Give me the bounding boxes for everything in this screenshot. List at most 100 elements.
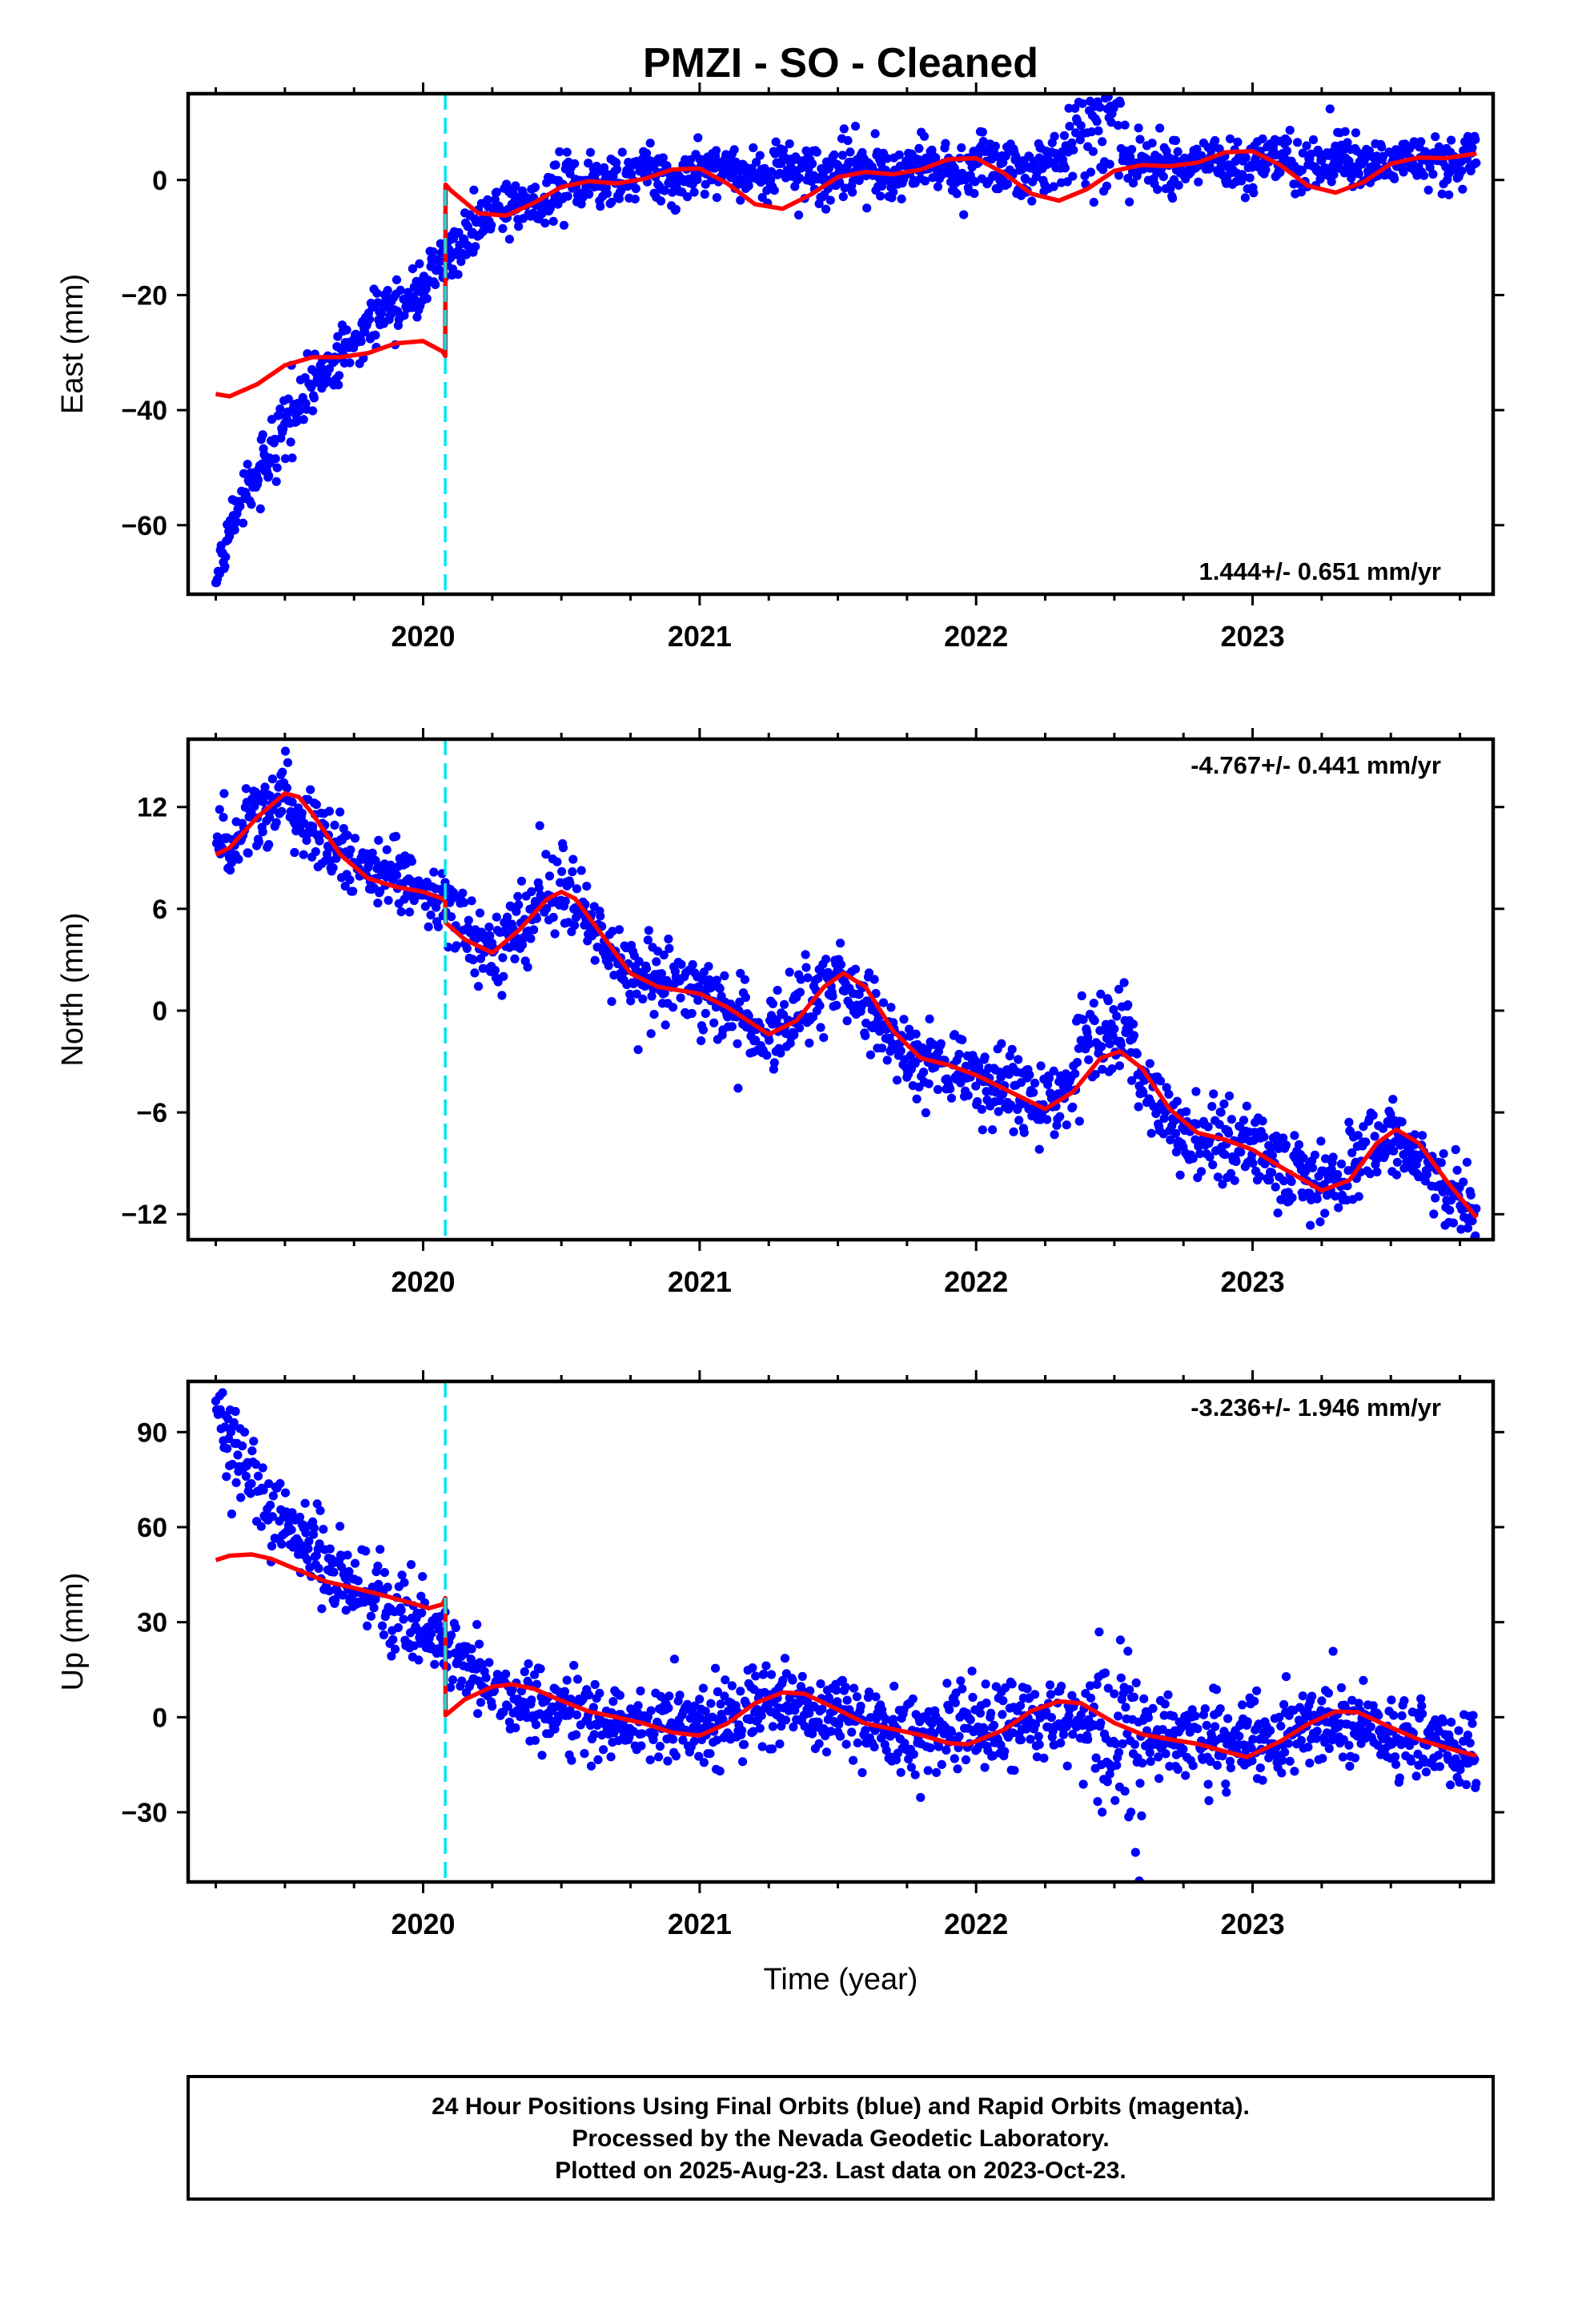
data-point <box>471 242 480 251</box>
data-point <box>223 1444 232 1454</box>
data-point <box>1105 159 1114 169</box>
data-point <box>780 999 789 1009</box>
data-point <box>218 1388 227 1397</box>
data-point <box>1123 1647 1133 1656</box>
data-point <box>1114 1711 1123 1721</box>
data-point <box>1463 1731 1472 1740</box>
data-point <box>704 962 713 971</box>
y-tick-label: 60 <box>137 1513 167 1543</box>
data-point <box>963 1091 973 1100</box>
data-point <box>608 927 617 936</box>
data-point <box>1459 1177 1468 1187</box>
data-point <box>897 194 906 203</box>
data-point <box>1271 1132 1281 1141</box>
data-point <box>1089 999 1098 1008</box>
data-point <box>246 1489 255 1498</box>
data-point <box>970 189 979 199</box>
data-point <box>1171 1147 1181 1157</box>
east-rate-label: 1.444+/- 0.651 mm/yr <box>1199 557 1441 585</box>
data-point <box>878 998 889 1007</box>
data-point <box>447 912 456 922</box>
data-point <box>231 1478 241 1487</box>
data-point <box>678 1735 688 1745</box>
data-point <box>565 879 575 888</box>
data-point <box>1090 1070 1100 1080</box>
data-point <box>1236 1148 1246 1157</box>
data-point <box>1045 1680 1055 1690</box>
data-point <box>472 1664 481 1674</box>
data-point <box>280 746 291 756</box>
data-point <box>485 931 495 941</box>
data-point <box>854 175 864 185</box>
data-point <box>1059 131 1069 140</box>
data-point <box>1138 1759 1147 1768</box>
data-point <box>265 812 275 822</box>
data-point <box>1042 1707 1051 1717</box>
data-point <box>335 371 344 380</box>
data-point <box>292 416 302 426</box>
data-point <box>1002 179 1013 189</box>
data-point <box>836 939 845 948</box>
data-point <box>877 181 887 191</box>
data-point <box>1170 135 1180 146</box>
data-point <box>1243 1717 1252 1727</box>
data-point <box>712 193 722 203</box>
data-point <box>602 189 612 199</box>
data-point <box>1145 1747 1154 1758</box>
north-y-axis-label: North (mm) <box>56 912 90 1066</box>
data-point <box>1116 1673 1126 1683</box>
data-point <box>1103 996 1113 1006</box>
data-point <box>308 406 318 416</box>
data-point <box>542 903 552 914</box>
data-point <box>1088 147 1098 156</box>
data-point <box>497 991 507 1000</box>
data-point <box>1390 174 1399 183</box>
data-point <box>849 1755 858 1765</box>
data-point <box>1042 1115 1052 1124</box>
north-rate-label: -4.767+/- 0.441 mm/yr <box>1191 751 1441 779</box>
data-point <box>1298 148 1307 158</box>
data-point <box>266 1500 275 1510</box>
data-point <box>1328 1152 1338 1162</box>
data-point <box>1231 1156 1241 1166</box>
data-point <box>458 888 468 898</box>
data-point <box>1418 1709 1427 1719</box>
data-point <box>467 896 476 906</box>
data-point <box>1058 1730 1069 1739</box>
data-point <box>1428 169 1438 179</box>
data-point <box>1285 126 1295 135</box>
data-point <box>1060 163 1070 173</box>
data-point <box>1446 1780 1456 1790</box>
data-point <box>407 303 416 312</box>
data-point <box>1039 1753 1049 1763</box>
data-point <box>247 1446 257 1456</box>
data-point <box>1112 1011 1122 1021</box>
data-point <box>778 1675 788 1685</box>
data-point <box>1108 78 1117 86</box>
data-point <box>1022 1724 1031 1734</box>
data-point <box>1065 122 1074 131</box>
data-point <box>1225 134 1235 143</box>
data-point <box>1014 1055 1023 1064</box>
data-point <box>832 1686 841 1695</box>
data-point <box>532 914 542 923</box>
data-point <box>470 968 480 978</box>
data-point <box>614 925 624 935</box>
data-point <box>1331 1192 1340 1201</box>
data-point <box>238 1441 247 1451</box>
data-point <box>388 1634 398 1644</box>
data-point <box>372 288 382 298</box>
data-point <box>1068 1102 1078 1112</box>
data-point <box>1224 1091 1235 1101</box>
data-point <box>1128 1019 1138 1029</box>
data-point <box>1173 1764 1182 1774</box>
data-point <box>1046 1713 1056 1723</box>
data-point <box>599 1745 608 1755</box>
data-point <box>671 1751 681 1761</box>
data-point <box>1016 1701 1026 1711</box>
data-point <box>977 1104 986 1114</box>
data-point <box>942 1679 952 1688</box>
data-point <box>1433 1751 1443 1760</box>
data-point <box>1131 1678 1141 1687</box>
